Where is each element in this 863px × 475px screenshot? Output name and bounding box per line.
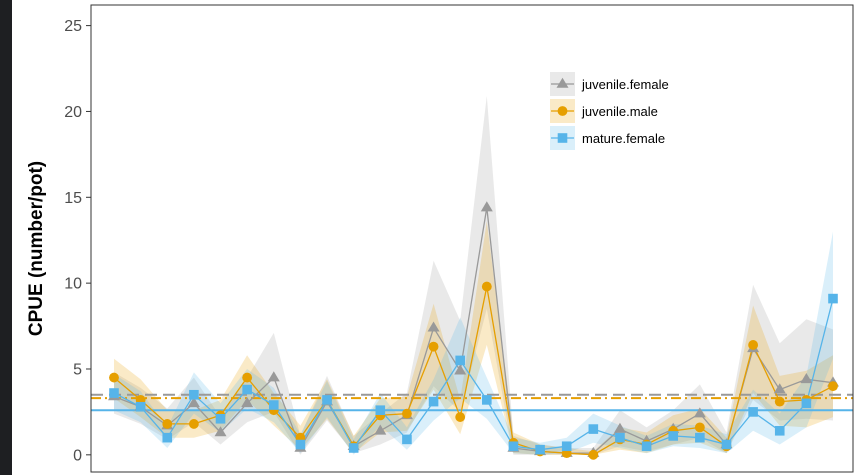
point-mature-female (508, 441, 519, 452)
y-axis-title: CPUE (number/pot) (26, 161, 47, 336)
point-juvenile-female (267, 371, 280, 382)
point-mature-female (162, 432, 173, 443)
point-mature-female (695, 432, 705, 443)
ribbon-juvenile-male (114, 221, 833, 455)
point-mature-female (748, 407, 758, 417)
point-mature-female (641, 441, 652, 452)
point-mature-female (295, 439, 306, 450)
point-mature-female (482, 395, 492, 405)
point-juvenile-male (242, 372, 253, 383)
point-juvenile-female (214, 426, 227, 437)
point-mature-female (721, 439, 732, 450)
legend-marker-mature-female (557, 133, 568, 143)
point-juvenile-male (402, 408, 412, 419)
point-mature-female (135, 401, 146, 412)
point-juvenile-male (588, 449, 599, 460)
point-mature-female (801, 398, 812, 409)
y-tick-label: 5 (73, 361, 82, 378)
point-mature-female (322, 395, 332, 405)
series-lines (113, 207, 834, 456)
point-juvenile-female (241, 397, 254, 408)
series-line-juvenile-female (113, 207, 834, 454)
y-tick-label: 10 (64, 276, 82, 293)
legend-marker-juvenile-female (556, 77, 569, 88)
legend-label-juvenile-female: juvenile.female (581, 77, 669, 92)
point-mature-female (189, 389, 199, 400)
legend: juvenile.female juvenile.male mature.femal… (550, 72, 669, 150)
point-juvenile-male (694, 422, 705, 433)
point-mature-female (588, 424, 599, 434)
series-line-juvenile-male (113, 286, 834, 456)
point-mature-female (535, 444, 545, 455)
y-tick-label: 0 (73, 447, 82, 464)
point-mature-female (615, 432, 625, 443)
point-juvenile-male (455, 412, 466, 422)
point-juvenile-female (800, 372, 813, 384)
cpue-line-chart: 0 5 10 15 20 25 CPUE (number/pot) juvenile.fe… (26, 4, 854, 473)
point-mature-female (348, 443, 359, 453)
point-juvenile-male (748, 340, 759, 350)
y-axis: 0 5 10 15 20 25 (64, 18, 91, 464)
point-mature-female (242, 384, 252, 395)
legend-label-mature-female: mature.female (582, 131, 665, 146)
point-juvenile-male (481, 281, 492, 292)
legend-marker-juvenile-male (557, 106, 568, 116)
y-tick-label: 20 (64, 104, 82, 121)
ribbon-juvenile-female (114, 96, 833, 455)
confidence-ribbons (114, 96, 833, 455)
point-juvenile-male (774, 396, 785, 407)
ribbon-mature-female (114, 231, 833, 455)
point-juvenile-female (613, 422, 626, 433)
point-juvenile-male (162, 419, 173, 429)
point-mature-female (828, 293, 838, 304)
point-juvenile-female (187, 397, 200, 408)
y-tick-label: 15 (64, 190, 82, 207)
point-mature-female (774, 425, 785, 436)
point-juvenile-male (109, 372, 119, 383)
series-points (108, 201, 839, 460)
chart-container: 0 5 10 15 20 25 CPUE (number/pot) juvenile.fe… (12, 0, 863, 475)
point-mature-female (668, 431, 679, 441)
point-mature-female (268, 400, 279, 410)
mean-lines (91, 393, 853, 412)
point-juvenile-female (773, 383, 786, 394)
y-tick-label: 25 (64, 18, 82, 35)
point-juvenile-female (454, 364, 467, 375)
point-juvenile-male (828, 381, 838, 392)
point-mature-female (455, 355, 465, 366)
plot-panel-border (90, 4, 854, 473)
point-mature-female (428, 396, 439, 407)
point-juvenile-female (693, 407, 706, 418)
point-mature-female (375, 405, 386, 415)
point-mature-female (215, 413, 226, 424)
point-juvenile-female (480, 201, 493, 212)
point-juvenile-female (374, 424, 387, 435)
point-mature-female (402, 434, 412, 445)
point-juvenile-female (427, 321, 440, 332)
point-juvenile-male (428, 341, 439, 352)
point-mature-female (109, 388, 119, 398)
legend-label-juvenile-male: juvenile.male (581, 104, 658, 119)
point-juvenile-male (188, 419, 199, 429)
series-line-mature-female (113, 298, 834, 451)
point-mature-female (561, 441, 572, 452)
